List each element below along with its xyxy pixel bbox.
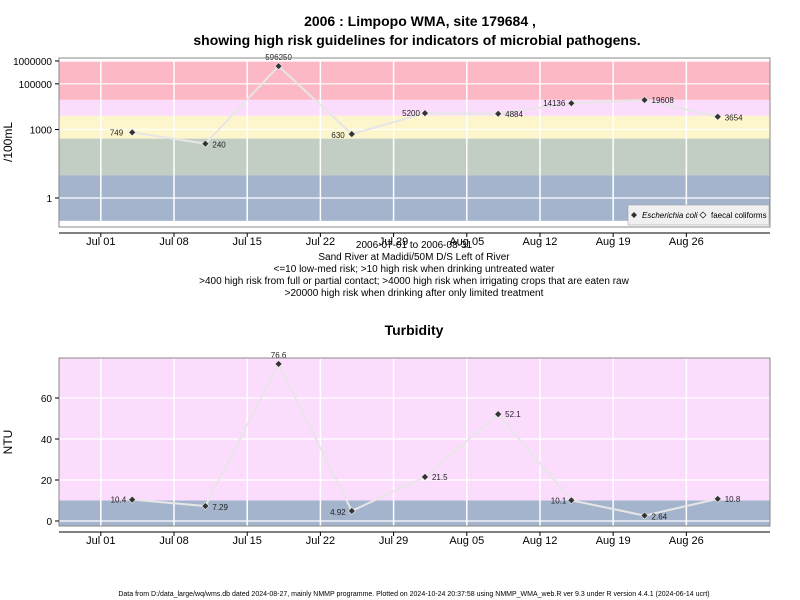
- legend-entry-faecal-coliforms: faecal coliforms: [711, 211, 767, 220]
- x-tick-label: Jul 29: [379, 535, 408, 547]
- y-tick-label: 1000: [30, 126, 53, 137]
- data-label: 10.4: [111, 496, 127, 505]
- data-label: 5200: [402, 109, 420, 118]
- caption-site: Sand River at Madidi/50M D/S Left of Riv…: [318, 252, 510, 263]
- x-tick-label: Jul 15: [233, 236, 262, 248]
- risk-band: [59, 358, 770, 501]
- x-tick-label: Aug 26: [669, 236, 704, 248]
- data-point: [274, 360, 283, 368]
- faecal-coliforms-marker-icon: [699, 211, 707, 219]
- risk-band: [59, 115, 770, 139]
- x-axis: Jul 01 Jul 08 Jul 15 Jul 22 Jul 29 Aug 05 Aug …: [59, 531, 770, 547]
- turbidity-panel: 10.4 7.29 76.6 4.92 21.5 52.1 10.1 2.64 10.8 0 20…: [1, 351, 771, 547]
- plot-border: [58, 357, 771, 527]
- data-label: 21.5: [432, 473, 448, 482]
- turbidity-title: Turbidity: [385, 322, 444, 338]
- data-point: [640, 96, 649, 104]
- gridlines: [59, 58, 770, 227]
- ecoli-marker-icon: [631, 212, 637, 218]
- x-tick-label: Aug 05: [449, 535, 484, 547]
- plot-border: [58, 57, 771, 228]
- y-axis-label: /100mL: [1, 122, 15, 162]
- data-point: [128, 495, 137, 504]
- data-point: [201, 502, 210, 510]
- caption-guideline-2: >400 high risk from full or partial cont…: [199, 276, 629, 287]
- data-label: 630: [331, 131, 345, 140]
- x-tick-label: Aug 19: [596, 236, 631, 248]
- footer-note: Data from D:/data_large/wq/wms.db dated …: [118, 591, 709, 598]
- y-tick-label: 20: [41, 476, 53, 487]
- caption-guideline-1: <=10 low-med risk; >10 high risk when dr…: [274, 264, 556, 275]
- series-group: 10.4 7.29 76.6 4.92 21.5 52.1 10.1 2.64 10.8: [111, 351, 741, 522]
- data-label: 10.1: [551, 496, 567, 505]
- x-tick-label: Jul 08: [159, 236, 188, 248]
- y-tick-label: 1000000: [13, 57, 52, 68]
- data-point: [713, 112, 722, 121]
- legend-box: [627, 204, 770, 226]
- legend: Escherichia coli faecal coliforms: [627, 204, 770, 226]
- data-point: [494, 410, 503, 419]
- x-tick-label: Jul 15: [233, 535, 262, 547]
- data-point: [567, 99, 576, 108]
- data-label: 14136: [543, 99, 566, 108]
- risk-band: [59, 138, 770, 176]
- data-point: [421, 109, 429, 118]
- legend-entry-ecoli: Escherichia coli: [642, 211, 698, 220]
- x-tick-label: Aug 19: [596, 535, 631, 547]
- data-label: 10.8: [725, 495, 741, 504]
- chart-title: 2006 : Limpopo WMA, site 179684 ,: [304, 13, 536, 29]
- data-point: [274, 62, 283, 71]
- data-point: [421, 473, 429, 481]
- data-point: [347, 130, 356, 139]
- y-tick-label: 40: [41, 435, 53, 446]
- turbidity-bands: [59, 358, 770, 526]
- data-label: 240: [212, 141, 226, 150]
- x-tick-label: Jul 29: [379, 236, 408, 248]
- y-axis: 0 20 40 60: [41, 394, 59, 528]
- data-point: [494, 109, 503, 118]
- x-tick-label: Jul 08: [159, 535, 188, 547]
- caption-date-range: 2006-07-01 to 2006-08-31: [356, 240, 473, 251]
- x-tick-label: Jul 01: [86, 236, 115, 248]
- x-tick-label: Jul 22: [306, 236, 335, 248]
- data-label: 4.92: [330, 508, 346, 517]
- caption-guideline-3: >20000 high risk when drinking after onl…: [285, 288, 544, 299]
- y-tick-label: 60: [41, 394, 53, 405]
- x-tick-label: Aug 12: [523, 236, 558, 248]
- gridlines: [59, 358, 770, 526]
- x-tick-label: Jul 01: [86, 535, 115, 547]
- data-point: [347, 506, 356, 515]
- y-tick-label: 100000: [19, 80, 53, 91]
- data-point: [201, 139, 210, 148]
- y-axis: 1 1000 100000 1000000: [13, 57, 59, 205]
- data-label: 7.29: [212, 503, 228, 512]
- risk-band: [59, 61, 770, 100]
- x-tick-label: Jul 22: [306, 535, 335, 547]
- chart-subtitle: showing high risk guidelines for indicat…: [193, 32, 640, 48]
- data-point: [640, 511, 649, 520]
- x-tick-label: Aug 26: [669, 535, 704, 547]
- data-label: 4884: [505, 110, 523, 119]
- x-axis: Jul 01 Jul 08 Jul 15 Jul 22 Jul 29 Aug 05 Aug …: [59, 232, 770, 248]
- data-label: 749: [110, 128, 124, 137]
- data-label: 52.1: [505, 410, 521, 419]
- data-label: 2.64: [652, 513, 668, 522]
- data-point: [713, 494, 722, 503]
- data-point: [567, 496, 576, 505]
- y-tick-label: 1: [46, 194, 52, 205]
- y-axis-label: NTU: [1, 430, 15, 455]
- x-tick-label: Aug 05: [449, 236, 484, 248]
- risk-bands: [59, 61, 770, 221]
- y-tick-label: 0: [46, 517, 52, 528]
- data-label: 19608: [652, 96, 675, 105]
- data-label: 3654: [725, 114, 743, 123]
- data-point: [128, 128, 137, 137]
- data-label: 76.6: [271, 351, 287, 360]
- x-tick-label: Aug 12: [523, 535, 558, 547]
